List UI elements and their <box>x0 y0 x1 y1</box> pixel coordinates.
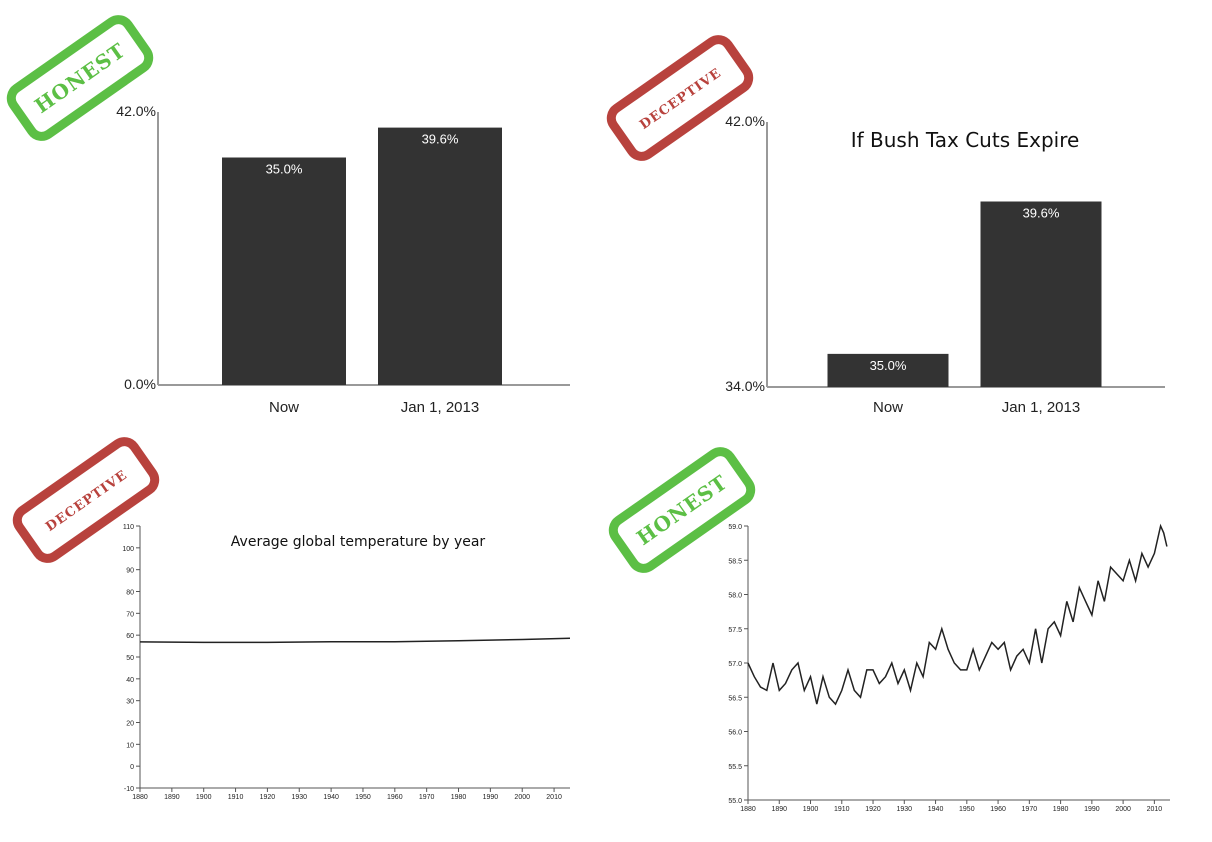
temperature-line <box>139 637 571 644</box>
x-ticks: 1880 1890 1900 1910 1920 1930 1940 1950 1960 1970… <box>132 788 562 801</box>
y-tick-label-bottom: 34.0% <box>725 378 765 394</box>
line-chart-deceptive: Average global temperature by year -10 0 1… <box>122 524 571 801</box>
y-tick-label: 55.5 <box>728 764 742 771</box>
y-tick-label: 60 <box>126 633 134 640</box>
x-tick-label: 2010 <box>546 794 562 801</box>
y-tick-label: 57.0 <box>728 661 742 668</box>
x-tick-label: 1890 <box>771 806 787 813</box>
x-tick-label: 1920 <box>865 806 881 813</box>
chart-title: Average global temperature by year <box>231 534 486 550</box>
x-tick-label: 1950 <box>959 806 975 813</box>
bar-chart-deceptive: If Bush Tax Cuts Expire 42.0% 34.0% 35.0… <box>725 113 1165 416</box>
x-tick-label: 1890 <box>164 794 180 801</box>
y-tick-label: 50 <box>126 655 134 662</box>
x-tick-label: 1950 <box>355 794 371 801</box>
y-tick-label: 110 <box>123 524 134 531</box>
bar-value-label: 35.0% <box>266 162 303 177</box>
chart-title: If Bush Tax Cuts Expire <box>851 128 1080 152</box>
x-tick-label: 2000 <box>514 794 530 801</box>
bar-value-label: 35.0% <box>870 358 907 373</box>
x-tick-label: 1940 <box>323 794 339 801</box>
stamp-honest-top-left: HONEST <box>6 15 154 141</box>
x-tick-label: 1980 <box>1053 806 1069 813</box>
category-label: Now <box>269 399 299 416</box>
y-tick-label: 58.0 <box>728 593 742 600</box>
y-tick-label: -10 <box>124 786 134 793</box>
y-tick-label-bottom: 0.0% <box>124 376 156 392</box>
y-tick-label: 30 <box>126 699 134 706</box>
x-tick-label: 1980 <box>451 794 467 801</box>
bar-chart-honest: 42.0% 0.0% 35.0% Now 39.6% Jan 1, 2013 <box>116 103 570 416</box>
x-tick-label: 1930 <box>291 794 307 801</box>
x-tick-label: 1880 <box>132 794 148 801</box>
bar-2 <box>980 201 1102 387</box>
x-tick-label: 1920 <box>260 794 276 801</box>
x-tick-label: 1910 <box>834 806 850 813</box>
stamp-deceptive-top-right: DECEPTIVE <box>606 35 754 161</box>
x-tick-label: 1880 <box>740 806 756 813</box>
x-tick-label: 1960 <box>387 794 403 801</box>
stamp-border <box>606 35 754 161</box>
line-chart-honest: 55.0 55.5 56.0 56.5 57.0 57.5 58.0 58.5 59.0 188… <box>728 523 1170 813</box>
y-tick-label-top: 42.0% <box>116 103 156 119</box>
x-tick-label: 1990 <box>483 794 499 801</box>
y-tick-label: 100 <box>122 546 134 553</box>
bar-value-label: 39.6% <box>1023 206 1060 221</box>
x-tick-label: 1970 <box>1022 806 1038 813</box>
category-label: Now <box>873 399 903 416</box>
y-ticks: -10 0 10 20 30 40 50 60 70 80 90 100 110 <box>122 524 140 793</box>
bar-1 <box>222 157 346 385</box>
x-tick-label: 1990 <box>1084 806 1100 813</box>
y-tick-label: 20 <box>126 721 134 728</box>
y-tick-label: 57.5 <box>728 627 742 634</box>
y-tick-label: 80 <box>126 590 134 597</box>
stamp-border <box>6 15 154 141</box>
x-tick-label: 1900 <box>803 806 819 813</box>
bars: 35.0% Now 39.6% Jan 1, 2013 <box>827 201 1102 416</box>
stamp-border <box>608 447 756 573</box>
y-tick-label-top: 42.0% <box>725 113 765 129</box>
x-tick-label: 2010 <box>1147 806 1163 813</box>
bars: 35.0% Now 39.6% Jan 1, 2013 <box>222 127 502 416</box>
x-tick-label: 2000 <box>1115 806 1131 813</box>
temperature-line <box>747 523 1168 706</box>
y-tick-label: 40 <box>126 677 134 684</box>
y-tick-label: 90 <box>126 568 134 575</box>
y-tick-label: 55.0 <box>728 798 742 805</box>
y-tick-label: 0 <box>130 764 134 771</box>
bar-1 <box>827 353 949 387</box>
y-tick-label: 56.5 <box>728 695 742 702</box>
x-tick-label: 1960 <box>990 806 1006 813</box>
x-tick-label: 1940 <box>928 806 944 813</box>
category-label: Jan 1, 2013 <box>401 399 479 416</box>
x-tick-label: 1910 <box>228 794 244 801</box>
category-label: Jan 1, 2013 <box>1002 399 1080 416</box>
x-ticks: 1880 1890 1900 1910 1920 1930 1940 1950 1960 1970… <box>740 800 1162 813</box>
x-tick-label: 1930 <box>897 806 913 813</box>
y-tick-label: 56.0 <box>728 730 742 737</box>
stamp-deceptive-bottom-left: DECEPTIVE <box>12 437 160 563</box>
y-tick-label: 59.0 <box>728 524 742 531</box>
x-tick-label: 1900 <box>196 794 212 801</box>
stamp-honest-bottom-right: HONEST <box>608 447 756 573</box>
y-tick-label: 70 <box>126 611 134 618</box>
y-tick-label: 10 <box>126 742 134 749</box>
bar-2 <box>378 127 502 385</box>
y-ticks: 55.0 55.5 56.0 56.5 57.0 57.5 58.0 58.5 59.0 <box>728 524 748 805</box>
bar-value-label: 39.6% <box>422 132 459 147</box>
y-tick-label: 58.5 <box>728 558 742 565</box>
x-tick-label: 1970 <box>419 794 435 801</box>
stamp-border <box>12 437 160 563</box>
